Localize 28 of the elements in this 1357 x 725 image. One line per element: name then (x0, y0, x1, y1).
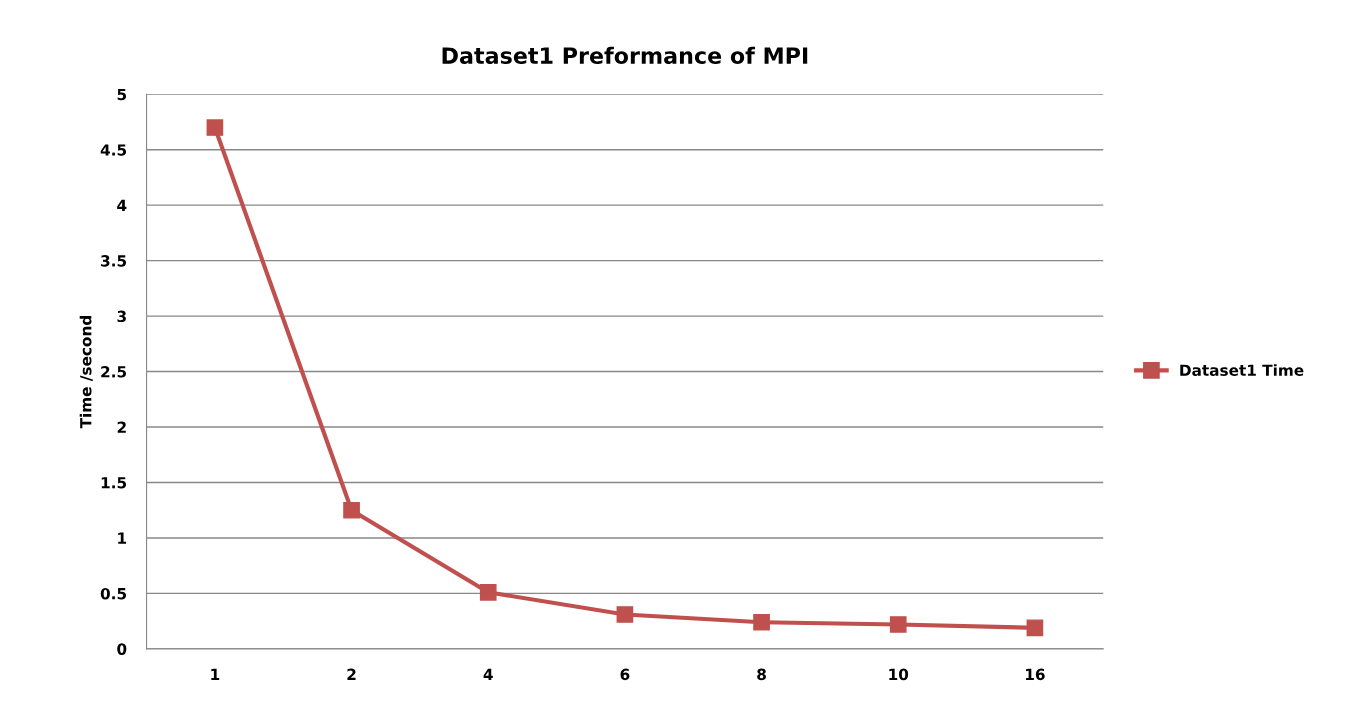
y-tick-label: 2 (117, 421, 126, 433)
y-tick-label: 2.5 (101, 366, 127, 378)
x-tick-label: 8 (757, 668, 766, 681)
legend-label: Dataset1 Time (1180, 364, 1304, 376)
x-tick-label: 1 (211, 668, 220, 680)
y-tick-label: 3 (117, 310, 126, 323)
y-axis-title: Time /second (79, 316, 93, 429)
chart-title: Dataset1 Preformance of MPI (442, 46, 808, 65)
point (889, 616, 907, 633)
y-tick-label: 4.5 (100, 144, 127, 156)
y-tick-label: 1.5 (101, 477, 127, 489)
point (479, 583, 497, 601)
y-tick-label: 0 (117, 643, 127, 655)
x-tick-label: 10 (889, 668, 909, 681)
x-tick-label: 16 (1026, 668, 1045, 681)
x-tick-label: 6 (620, 668, 630, 681)
y-tick-label: 5 (117, 88, 127, 101)
x-tick-label: 4 (483, 668, 493, 680)
y-tick-label: 1 (118, 532, 127, 544)
point (753, 613, 770, 631)
y-tick-label: 4 (117, 199, 127, 211)
point (206, 119, 224, 136)
point (616, 606, 634, 623)
y-tick-label: 3.5 (101, 255, 127, 267)
y-tick-label: 0.5 (100, 587, 127, 600)
point (1026, 619, 1044, 637)
point (343, 501, 360, 519)
x-tick-label: 2 (347, 668, 356, 680)
